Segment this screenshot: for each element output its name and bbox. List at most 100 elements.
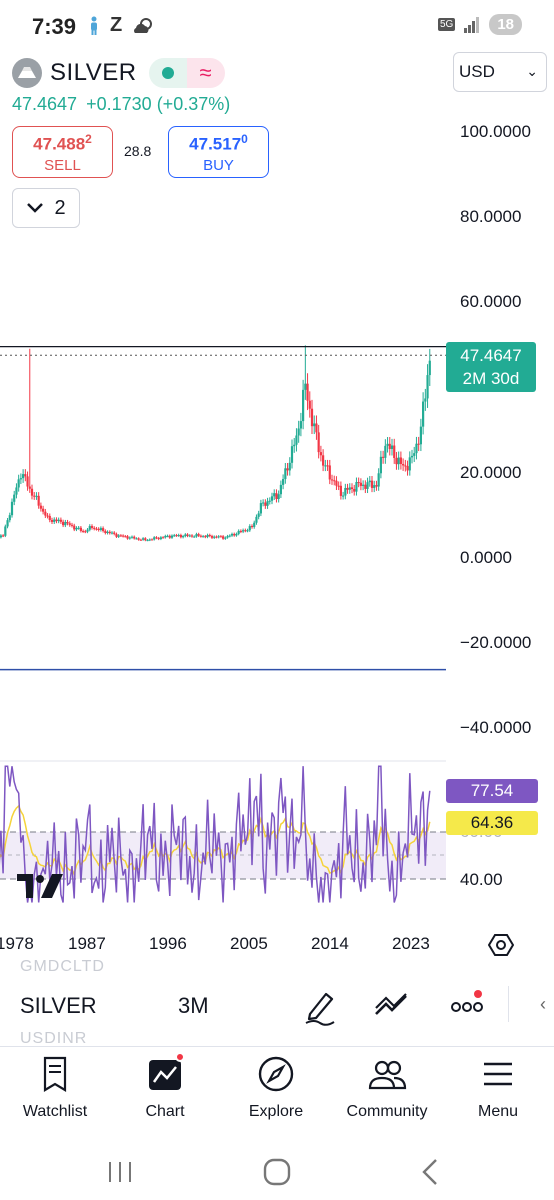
candle-body	[13, 494, 16, 502]
candle-body	[346, 487, 349, 490]
candle-body	[295, 435, 298, 445]
candle-body	[310, 408, 314, 427]
nav-label: Explore	[248, 1103, 304, 1120]
candle-body	[313, 423, 316, 427]
data-delay-icon[interactable]: ≈	[186, 58, 225, 88]
candle-body	[348, 487, 351, 490]
candle-body	[108, 531, 111, 534]
candles-group	[0, 345, 431, 542]
price-axis-label: −20.0000	[460, 633, 532, 652]
candle-body	[182, 536, 185, 538]
price-change-line: 47.4647 +0.1730 (+0.37%)	[12, 94, 230, 115]
candle-body	[302, 389, 305, 422]
candle-body	[399, 457, 402, 464]
time-axis[interactable]: 1978 1987 1996 2005 2014 2023	[0, 930, 554, 960]
nav-watchlist[interactable]: Watchlist	[0, 1050, 110, 1121]
price-axis-label: 20.0000	[460, 463, 522, 482]
candle-body	[322, 455, 325, 466]
candle-body	[233, 533, 236, 536]
price-axis-label: 60.0000	[460, 292, 522, 311]
price-chart[interactable]	[0, 340, 446, 680]
chevron-down-icon: ⌄	[526, 63, 538, 79]
chart-settings-icon[interactable]	[488, 932, 514, 958]
home-icon[interactable]	[257, 1152, 297, 1192]
candle-body	[93, 527, 96, 529]
collapse-indicators-button[interactable]: 2	[12, 188, 80, 228]
candle-body	[95, 528, 98, 530]
chevron-down-icon	[27, 203, 44, 213]
market-status-pills[interactable]: ≈	[148, 58, 225, 88]
candle-body	[288, 462, 291, 471]
candle-body	[70, 524, 74, 526]
last-price-tag: 47.4647 2M 30d	[446, 342, 536, 392]
candle-body	[239, 530, 242, 532]
candle-body	[384, 445, 387, 458]
currency-select[interactable]: USD ⌄	[453, 52, 547, 92]
candle-body	[404, 465, 407, 467]
candle-body	[410, 455, 414, 458]
candle-body	[359, 482, 362, 486]
candle-body	[35, 495, 38, 497]
symbol-name[interactable]: SILVER	[50, 59, 137, 86]
candle-body	[286, 468, 289, 471]
candle-body	[0, 535, 2, 538]
candle-body	[304, 383, 307, 390]
sell-button[interactable]: 47.4882 SELL	[12, 126, 113, 178]
toolbar-symbol-button[interactable]: SILVER	[20, 993, 97, 1018]
silver-logo-icon	[12, 58, 42, 88]
candle-body	[48, 515, 51, 521]
candle-body	[82, 530, 85, 532]
candle-body	[86, 529, 89, 532]
candle-body	[4, 526, 7, 536]
buy-button[interactable]: 47.5170 BUY	[168, 126, 269, 178]
buy-label: BUY	[203, 156, 234, 174]
interval-button[interactable]: 3M	[178, 993, 209, 1018]
sell-price: 47.488	[33, 134, 86, 154]
candle-body	[257, 513, 260, 517]
candle-body	[388, 443, 391, 449]
candle-body	[293, 444, 296, 447]
candle-body	[66, 522, 69, 524]
candle-body	[326, 465, 329, 467]
market-open-icon[interactable]	[148, 58, 187, 88]
candle-body	[279, 484, 282, 495]
recent-apps-icon[interactable]	[100, 1152, 140, 1192]
more-options-icon[interactable]	[448, 986, 488, 1026]
rsi-ma-value-tag: 64.36	[446, 811, 538, 835]
nav-chart[interactable]: Chart	[110, 1050, 220, 1121]
candle-body	[113, 532, 116, 534]
candle-body	[402, 463, 405, 466]
indicator-count: 2	[54, 196, 66, 219]
candle-body	[8, 515, 11, 521]
back-icon[interactable]	[412, 1152, 452, 1192]
candle-body	[353, 488, 356, 492]
symbol-header[interactable]: SILVER ≈	[12, 58, 225, 88]
status-notification-icons: Z	[88, 14, 154, 37]
candle-body	[413, 453, 416, 456]
candle-body	[277, 494, 280, 500]
drawing-tools-icon[interactable]	[300, 986, 340, 1026]
candle-body	[175, 535, 178, 537]
buy-price-superscript: 0	[241, 132, 248, 146]
nav-menu[interactable]: Menu	[443, 1050, 553, 1121]
candle-body	[33, 495, 36, 497]
candle-body	[104, 530, 107, 534]
nav-community[interactable]: Community	[332, 1050, 442, 1121]
price-change-percent: (+0.37%)	[156, 94, 231, 114]
menu-icon	[478, 1054, 518, 1094]
indicators-icon[interactable]	[372, 986, 412, 1026]
candle-body	[193, 536, 196, 538]
candle-body	[366, 482, 369, 489]
candle-body	[273, 493, 276, 497]
candle-body	[210, 535, 214, 538]
collapse-toolbar-icon[interactable]: ‹	[540, 994, 546, 1014]
nav-explore[interactable]: Explore	[221, 1050, 331, 1121]
candle-body	[55, 519, 58, 522]
candle-body	[290, 446, 294, 463]
rsi-ma-line	[0, 804, 431, 876]
nav-label: Community	[346, 1103, 428, 1120]
candle-body	[44, 511, 47, 516]
rsi-pane[interactable]	[0, 760, 446, 925]
candle-body	[317, 432, 320, 453]
price-axis-label: 80.0000	[460, 207, 522, 226]
